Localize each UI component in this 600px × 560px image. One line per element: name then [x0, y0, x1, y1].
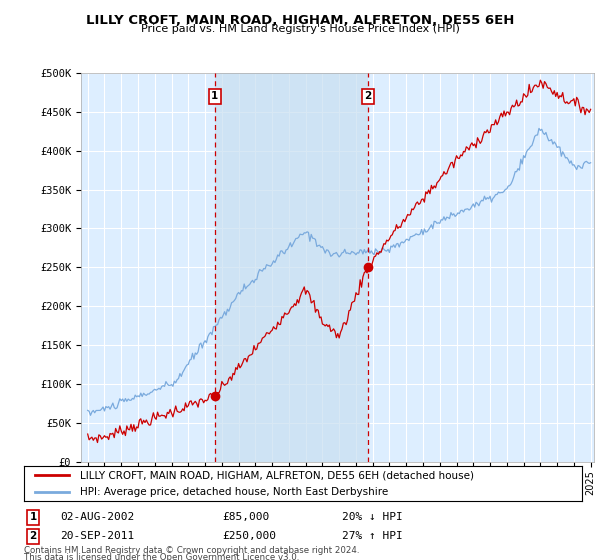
- Text: 2: 2: [364, 91, 371, 101]
- Text: LILLY CROFT, MAIN ROAD, HIGHAM, ALFRETON, DE55 6EH: LILLY CROFT, MAIN ROAD, HIGHAM, ALFRETON…: [86, 14, 514, 27]
- Text: 20-SEP-2011: 20-SEP-2011: [60, 531, 134, 542]
- Text: 2: 2: [29, 531, 37, 542]
- Text: 02-AUG-2002: 02-AUG-2002: [60, 512, 134, 522]
- Text: 20% ↓ HPI: 20% ↓ HPI: [342, 512, 403, 522]
- Text: LILLY CROFT, MAIN ROAD, HIGHAM, ALFRETON, DE55 6EH (detached house): LILLY CROFT, MAIN ROAD, HIGHAM, ALFRETON…: [80, 470, 474, 480]
- Text: Contains HM Land Registry data © Crown copyright and database right 2024.: Contains HM Land Registry data © Crown c…: [24, 546, 359, 555]
- Text: HPI: Average price, detached house, North East Derbyshire: HPI: Average price, detached house, Nort…: [80, 487, 388, 497]
- Text: This data is licensed under the Open Government Licence v3.0.: This data is licensed under the Open Gov…: [24, 553, 299, 560]
- Text: 27% ↑ HPI: 27% ↑ HPI: [342, 531, 403, 542]
- Bar: [215, 73, 368, 462]
- Text: £85,000: £85,000: [222, 512, 269, 522]
- Text: £250,000: £250,000: [222, 531, 276, 542]
- Text: Price paid vs. HM Land Registry's House Price Index (HPI): Price paid vs. HM Land Registry's House …: [140, 24, 460, 34]
- Text: 1: 1: [211, 91, 218, 101]
- Text: 1: 1: [29, 512, 37, 522]
